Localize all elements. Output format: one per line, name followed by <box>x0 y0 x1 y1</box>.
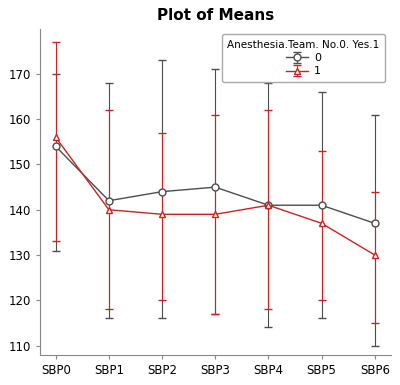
Title: Plot of Means: Plot of Means <box>157 8 274 23</box>
Legend: 0, 1: 0, 1 <box>222 34 385 82</box>
